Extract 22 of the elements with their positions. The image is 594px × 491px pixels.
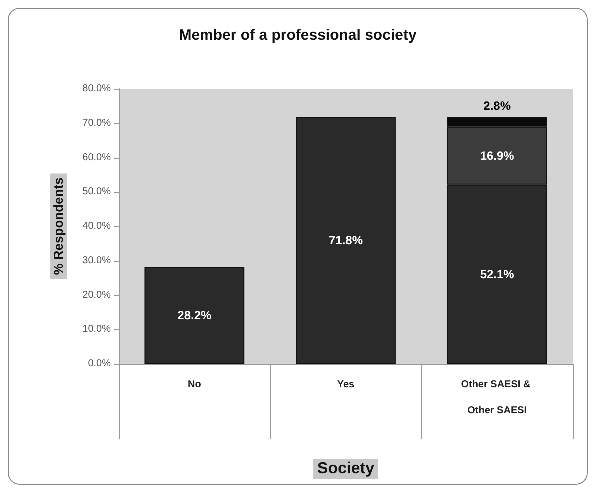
y-tick-label: 50.0%: [82, 186, 112, 198]
chart-title: Member of a professional society: [179, 27, 418, 44]
data-label: 52.1%: [480, 267, 515, 282]
x-tick-label: No: [188, 380, 202, 390]
x-axis-title: Society: [318, 460, 375, 478]
data-label: 71.8%: [328, 234, 364, 248]
y-tick-label: 70.0%: [82, 118, 112, 129]
bar: [144, 267, 245, 364]
y-tick-label: 30.0%: [82, 255, 112, 266]
y-axis-title: % Respondents: [51, 178, 66, 276]
category-label: Other SAESI & Other SAESI: [461, 380, 531, 416]
y-tick-label: 60.0%: [82, 152, 112, 164]
y-tick-label: 40.0%: [82, 221, 112, 232]
data-label: 28.2%: [178, 308, 212, 323]
bar: [296, 117, 396, 364]
data-label: 2.8%: [484, 99, 512, 114]
y-tick-label: 0.0%: [88, 358, 112, 370]
y-tick-label: 10.0%: [82, 324, 112, 336]
y-tick-label: 20.0%: [82, 290, 112, 301]
data-label: 16.9%: [480, 148, 515, 163]
x-tick-label: Yes: [337, 380, 356, 390]
y-tick-label: 80.0%: [82, 84, 112, 94]
